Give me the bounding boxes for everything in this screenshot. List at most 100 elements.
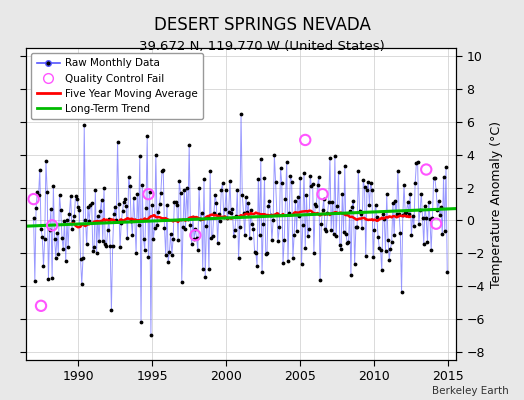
Point [319,207,327,214]
Point [432,220,440,227]
Point [296,175,304,181]
Point [406,191,414,198]
Point [321,226,329,232]
Point [343,240,352,246]
Point [261,251,270,257]
Point [126,183,134,190]
Point [50,236,59,242]
Point [312,203,321,210]
Point [344,239,353,246]
Point [147,332,155,338]
Point [284,258,292,264]
Point [316,276,324,283]
Point [36,167,44,173]
Point [383,191,391,197]
Point [232,213,241,220]
Text: DESERT SPRINGS NEVADA: DESERT SPRINGS NEVADA [154,16,370,34]
Point [165,248,173,255]
Point [153,222,161,229]
Point [242,194,250,200]
Point [149,236,158,242]
Point [349,198,357,204]
Point [161,252,170,258]
Point [137,319,145,325]
Point [319,191,327,197]
Point [189,214,197,220]
Point [190,236,198,242]
Point [314,174,323,180]
Point [247,207,255,214]
Point [121,196,129,202]
Point [293,193,302,200]
Point [285,210,293,216]
Point [35,192,43,198]
Point [53,229,61,236]
Point [99,238,107,244]
Text: 39.672 N, 119.770 W (United States): 39.672 N, 119.770 W (United States) [139,40,385,53]
Point [347,272,355,278]
Point [184,216,192,222]
Point [432,187,440,193]
Point [386,245,395,252]
Point [117,219,125,226]
Point [100,185,108,191]
Point [402,208,411,215]
Point [174,237,182,243]
Point [95,237,103,244]
Point [313,182,322,188]
Point [217,187,225,194]
Point [323,210,332,217]
Point [78,281,86,288]
Point [271,179,280,185]
Point [358,225,366,232]
Point [421,202,429,209]
Point [403,199,412,205]
Point [154,209,162,216]
Point [101,241,110,247]
Point [155,200,163,207]
Point [395,211,403,217]
Point [123,235,132,241]
Point [392,211,401,217]
Point [185,142,193,148]
Point [116,244,124,250]
Point [320,196,328,202]
Point [90,244,99,250]
Point [438,231,446,238]
Point [372,202,380,209]
Point [168,252,176,258]
Point [400,182,408,189]
Point [228,206,237,212]
Point [353,224,361,231]
Point [88,200,96,206]
Point [30,278,39,284]
Point [70,212,79,219]
Point [132,249,140,256]
Point [379,210,387,217]
Point [433,206,442,213]
Point [96,208,104,214]
Point [365,202,374,208]
Point [196,216,204,222]
Point [243,208,252,215]
Point [368,187,376,193]
Point [43,188,51,195]
Point [384,237,392,243]
Point [122,203,130,209]
Point [139,236,148,242]
Point [112,217,121,223]
Point [389,200,397,206]
Point [239,209,248,216]
Point [220,214,228,220]
Point [279,260,287,266]
Point [142,204,150,211]
Point [48,222,56,228]
Point [245,235,254,241]
Point [317,220,325,227]
Point [275,224,283,230]
Point [324,198,333,205]
Point [104,227,112,233]
Point [276,165,285,172]
Point [373,214,381,220]
Point [435,212,444,218]
